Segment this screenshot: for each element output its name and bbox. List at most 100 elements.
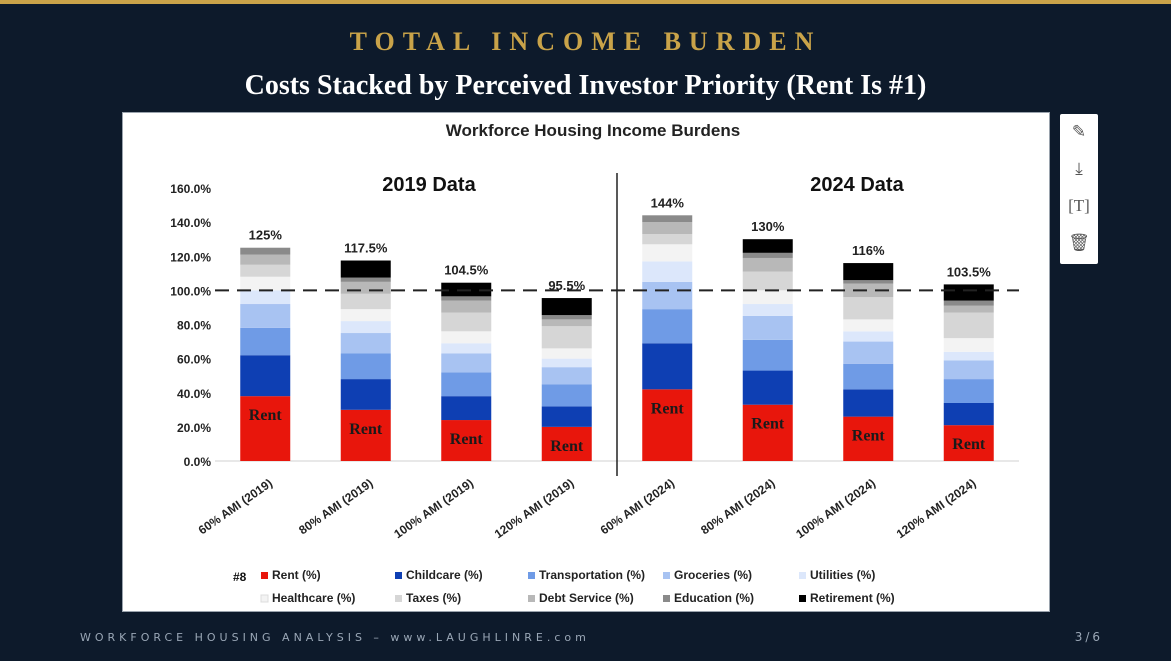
legend-label: Transportation (%) xyxy=(539,568,645,582)
legend-swatch xyxy=(799,595,806,602)
bar-segment-taxes xyxy=(642,234,693,245)
total-label: 116% xyxy=(852,243,885,258)
legend-note: #8 xyxy=(233,570,247,584)
bar-segment-rent xyxy=(843,416,894,461)
stacked-bar-chart: Workforce Housing Income Burdens 0.0% 20.0… xyxy=(170,121,1019,605)
y-tick-label: 80.0% xyxy=(177,319,211,333)
y-tick-label: 40.0% xyxy=(177,387,211,401)
legend-swatch xyxy=(663,572,670,579)
rent-annotation: Rent xyxy=(550,438,584,455)
y-tick-label: 140.0% xyxy=(170,216,211,230)
bar-segment-retirement xyxy=(541,298,592,316)
category-label: 100% AMI (2019) xyxy=(391,476,476,541)
bar-segment-education xyxy=(240,247,291,255)
legend-label: Childcare (%) xyxy=(406,568,483,582)
bar-segment-rent xyxy=(441,420,492,461)
bar-segment-education xyxy=(843,280,894,284)
bar-segment-groceries xyxy=(240,304,291,328)
legend-swatch xyxy=(799,572,806,579)
category-label: 120% AMI (2024) xyxy=(894,476,979,541)
text-icon[interactable]: [T] xyxy=(1068,196,1090,215)
category-label: 60% AMI (2024) xyxy=(598,476,677,537)
y-tick-label: 100.0% xyxy=(170,284,211,298)
total-label: 130% xyxy=(751,219,785,234)
bar-segment-debtservice xyxy=(843,283,894,298)
bar-segment-transportation xyxy=(843,363,894,390)
bar-segment-utilities xyxy=(340,321,391,334)
bar-segment-debtservice xyxy=(943,305,994,313)
chart-title: Workforce Housing Income Burdens xyxy=(446,121,740,140)
bar-segment-debtservice xyxy=(742,257,793,272)
bar-segment-healthcare xyxy=(943,338,994,352)
bar-segment-transportation xyxy=(240,327,291,356)
category-label: 80% AMI (2019) xyxy=(296,476,375,537)
chart-panel: Workforce Housing Income Burdens 0.0% 20.0… xyxy=(122,112,1050,612)
download-icon[interactable]: ⤓ xyxy=(1075,159,1083,179)
bar-segment-healthcare xyxy=(742,290,793,305)
y-tick-label: 120.0% xyxy=(170,250,211,264)
bar-segment-retirement xyxy=(340,260,391,278)
bar-segment-rent xyxy=(742,404,793,461)
total-label: 125% xyxy=(249,228,283,243)
bar-segment-utilities xyxy=(642,261,693,282)
bar-segment-healthcare xyxy=(240,276,291,291)
accent-bar xyxy=(0,0,1171,4)
bar-segment-taxes xyxy=(441,312,492,332)
legend-swatch xyxy=(395,572,402,579)
bar-segment-groceries xyxy=(742,315,793,340)
group-label-2024: 2024 Data xyxy=(810,174,904,196)
legend-label: Groceries (%) xyxy=(674,568,752,582)
bar-segment-childcare xyxy=(340,379,391,410)
legend-label: Utilities (%) xyxy=(810,568,875,582)
rent-annotation: Rent xyxy=(349,421,383,438)
rent-annotation: Rent xyxy=(751,416,785,433)
rent-annotation: Rent xyxy=(852,428,886,445)
pencil-icon[interactable]: ✎ xyxy=(1071,122,1087,142)
slide-kicker: TOTAL INCOME BURDEN xyxy=(349,27,822,56)
bar-segment-childcare xyxy=(642,343,693,390)
bar-segment-education xyxy=(943,300,994,306)
bar-segment-transportation xyxy=(541,384,592,407)
bar-segment-retirement xyxy=(943,284,994,301)
bar-segment-transportation xyxy=(340,353,391,380)
total-label: 117.5% xyxy=(344,241,388,256)
total-label: 144% xyxy=(651,195,685,210)
bar-segment-debtservice xyxy=(240,254,291,265)
bar-segment-groceries xyxy=(843,341,894,364)
legend-swatch xyxy=(261,572,268,579)
bar-segment-utilities xyxy=(943,351,994,361)
bar-segment-debtservice xyxy=(340,281,391,294)
bar-segment-retirement xyxy=(843,263,894,281)
bar-segment-education xyxy=(642,215,693,223)
bar-segment-healthcare xyxy=(441,331,492,344)
bar-segment-utilities xyxy=(742,304,793,316)
bar-segment-transportation xyxy=(441,372,492,397)
y-tick-label: 20.0% xyxy=(177,421,211,435)
rent-annotation: Rent xyxy=(249,407,283,424)
category-label: 120% AMI (2019) xyxy=(492,476,577,541)
bar-segment-transportation xyxy=(943,379,994,403)
bar-segment-education xyxy=(340,277,391,282)
bar-segment-healthcare xyxy=(541,348,592,359)
trash-icon[interactable]: 🗑 xyxy=(1068,233,1090,253)
bar-segment-taxes xyxy=(340,293,391,310)
bar-segment-childcare xyxy=(240,355,291,397)
bar-segment-groceries xyxy=(441,353,492,373)
legend-swatch xyxy=(260,594,269,603)
legend-label: Education (%) xyxy=(674,591,754,605)
bar-segment-groceries xyxy=(642,281,693,310)
total-label: 103.5% xyxy=(947,264,992,279)
bar-segment-healthcare xyxy=(340,309,391,322)
bar-segment-transportation xyxy=(642,309,693,344)
legend-swatch xyxy=(395,595,402,602)
bar-segment-rent xyxy=(240,396,291,461)
y-tick-label: 160.0% xyxy=(170,182,211,196)
bar-segment-education xyxy=(742,252,793,258)
bar-segment-retirement xyxy=(742,239,793,253)
bar-segment-taxes xyxy=(541,326,592,349)
bar-segment-taxes xyxy=(240,264,291,277)
legend-label: Healthcare (%) xyxy=(272,591,355,605)
footer-source: WORKFORCE HOUSING ANALYSIS – www.LAUGHLI… xyxy=(80,631,590,644)
bar-segment-rent xyxy=(642,389,693,461)
legend-label: Taxes (%) xyxy=(406,591,461,605)
